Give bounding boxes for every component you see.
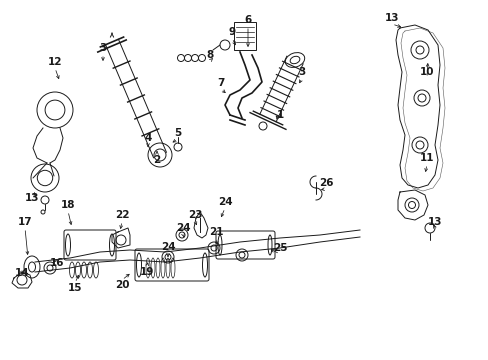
Text: 6: 6 <box>244 15 251 25</box>
Text: 19: 19 <box>140 267 154 277</box>
Text: 24: 24 <box>161 242 175 252</box>
Text: 5: 5 <box>174 128 181 138</box>
Text: 17: 17 <box>18 217 32 227</box>
Text: 9: 9 <box>228 27 235 37</box>
FancyBboxPatch shape <box>216 231 274 259</box>
Text: 1: 1 <box>276 110 283 120</box>
Text: 3: 3 <box>99 43 106 53</box>
Text: 13: 13 <box>384 13 398 23</box>
Text: 10: 10 <box>419 67 433 77</box>
Text: 16: 16 <box>50 258 64 268</box>
FancyBboxPatch shape <box>64 230 116 260</box>
Text: 20: 20 <box>115 280 129 290</box>
Text: 24: 24 <box>217 197 232 207</box>
FancyBboxPatch shape <box>135 249 208 281</box>
Text: 15: 15 <box>68 283 82 293</box>
Text: 14: 14 <box>15 268 29 278</box>
Text: 12: 12 <box>48 57 62 67</box>
Text: 13: 13 <box>427 217 441 227</box>
FancyBboxPatch shape <box>234 22 256 50</box>
Text: 18: 18 <box>61 200 75 210</box>
Text: 21: 21 <box>208 227 223 237</box>
Text: 23: 23 <box>187 210 202 220</box>
Text: 26: 26 <box>318 178 332 188</box>
Text: 7: 7 <box>217 78 224 88</box>
Text: 2: 2 <box>153 155 160 165</box>
Text: 13: 13 <box>25 193 39 203</box>
Text: 11: 11 <box>419 153 433 163</box>
Text: 8: 8 <box>206 50 213 60</box>
Text: 25: 25 <box>272 243 286 253</box>
Text: 4: 4 <box>144 133 151 143</box>
Text: 22: 22 <box>115 210 129 220</box>
Text: 24: 24 <box>175 223 190 233</box>
Text: 3: 3 <box>298 67 305 77</box>
